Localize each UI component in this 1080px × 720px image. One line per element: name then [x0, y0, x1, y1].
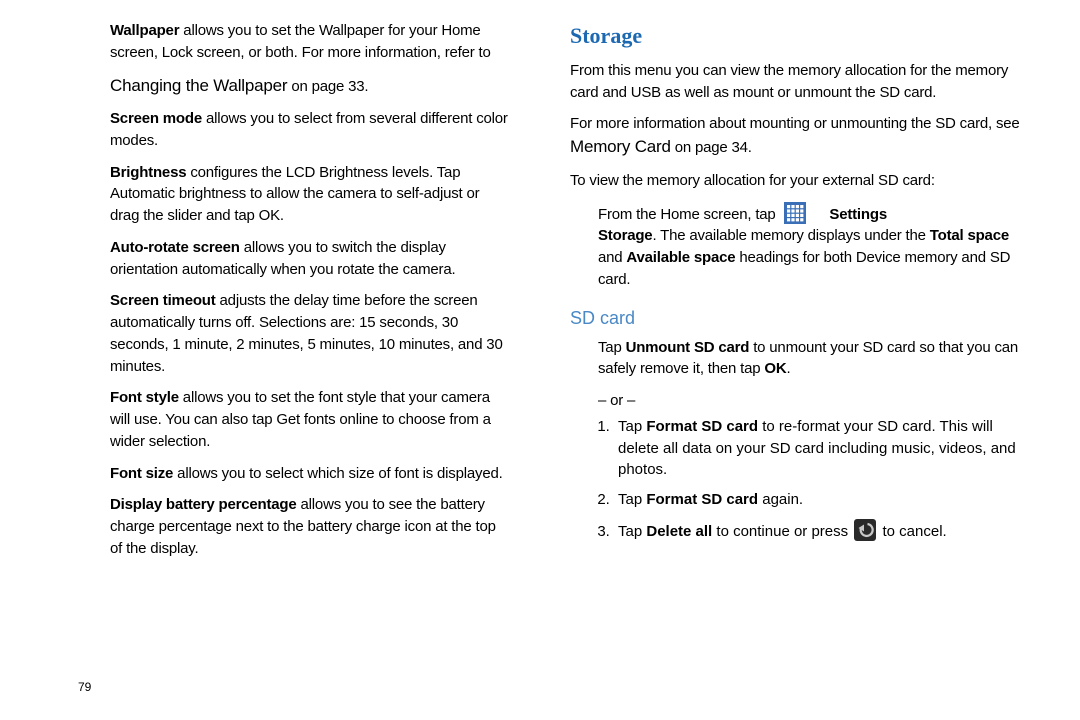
auto-rotate-item: Auto-rotate screen allows you to switch …	[110, 237, 510, 281]
wallpaper-term: Wallpaper	[110, 22, 179, 39]
sd-card-subheading: SD card	[570, 305, 1020, 331]
intro2-b: on page 34.	[671, 139, 752, 156]
step3-c: to cancel.	[882, 523, 946, 540]
step3-term: Delete all	[646, 523, 712, 540]
format-steps: Tap Format SD card to re-format your SD …	[570, 416, 1020, 543]
step2-a: Tap	[618, 491, 646, 508]
brightness-term: Brightness	[110, 164, 186, 181]
wallpaper-item: Wallpaper allows you to set the Wallpape…	[110, 20, 510, 98]
settings-label: Settings	[829, 206, 887, 223]
wallpaper-crossref: Changing the Wallpaper	[110, 76, 287, 95]
font-style-term: Font style	[110, 389, 179, 406]
memory-card-ref: Memory Card	[570, 137, 671, 156]
available-space-label: Available space	[626, 249, 735, 266]
font-style-item: Font style allows you to set the font st…	[110, 387, 510, 452]
font-size-desc: allows you to select which size of font …	[173, 465, 502, 482]
right-column: Storage From this menu you can view the …	[540, 0, 1080, 720]
ok-label: OK	[764, 360, 786, 377]
and-text: and	[598, 249, 626, 266]
screen-mode-term: Screen mode	[110, 110, 202, 127]
screen-timeout-term: Screen timeout	[110, 292, 216, 309]
screen-mode-item: Screen mode allows you to select from se…	[110, 108, 510, 152]
storage-intro-1: From this menu you can view the memory a…	[570, 60, 1020, 104]
period-1: .	[786, 360, 790, 377]
storage-label: Storage	[598, 227, 652, 244]
step-1: Tap Format SD card to re-format your SD …	[614, 416, 1020, 481]
wallpaper-desc-b: on page 33.	[287, 78, 368, 95]
storage-intro-3: To view the memory allocation for your e…	[570, 170, 1020, 192]
home-step-a: From the Home screen, tap	[598, 206, 780, 223]
intro2-a: For more information about mounting or u…	[570, 115, 1020, 132]
step3-a: Tap	[618, 523, 646, 540]
battery-item: Display battery percentage allows you to…	[110, 494, 510, 559]
back-icon	[854, 519, 876, 541]
page-number: 79	[78, 679, 91, 696]
unmount-step: Tap Unmount SD card to unmount your SD c…	[570, 337, 1020, 381]
step-3: Tap Delete all to continue or press to c…	[614, 519, 1020, 543]
total-space-label: Total space	[930, 227, 1009, 244]
left-column: Wallpaper allows you to set the Wallpape…	[0, 0, 540, 720]
auto-rotate-term: Auto-rotate screen	[110, 239, 240, 256]
or-divider: – or –	[598, 390, 1020, 412]
battery-term: Display battery percentage	[110, 496, 297, 513]
home-step: From the Home screen, tap Settings Stora…	[570, 202, 1020, 291]
storage-intro-2: For more information about mounting or u…	[570, 113, 1020, 159]
step2-b: again.	[758, 491, 803, 508]
wallpaper-crossref-line: Changing the Wallpaper on page 33.	[110, 74, 510, 99]
step2-term: Format SD card	[646, 491, 758, 508]
font-size-term: Font size	[110, 465, 173, 482]
step1-term: Format SD card	[646, 418, 758, 435]
wallpaper-text: Wallpaper allows you to set the Wallpape…	[110, 20, 510, 64]
step1-a: Tap	[618, 418, 646, 435]
unmount-term: Unmount SD card	[626, 339, 750, 356]
unmount-a: Tap	[598, 339, 626, 356]
storage-heading: Storage	[570, 20, 1020, 52]
step3-b: to continue or press	[712, 523, 852, 540]
apps-grid-icon	[784, 202, 806, 224]
step-2: Tap Format SD card again.	[614, 489, 1020, 511]
screen-timeout-item: Screen timeout adjusts the delay time be…	[110, 290, 510, 377]
storage-text-a: . The available memory displays under th…	[652, 227, 929, 244]
brightness-item: Brightness configures the LCD Brightness…	[110, 162, 510, 227]
font-size-item: Font size allows you to select which siz…	[110, 463, 510, 485]
page-spread: Wallpaper allows you to set the Wallpape…	[0, 0, 1080, 720]
